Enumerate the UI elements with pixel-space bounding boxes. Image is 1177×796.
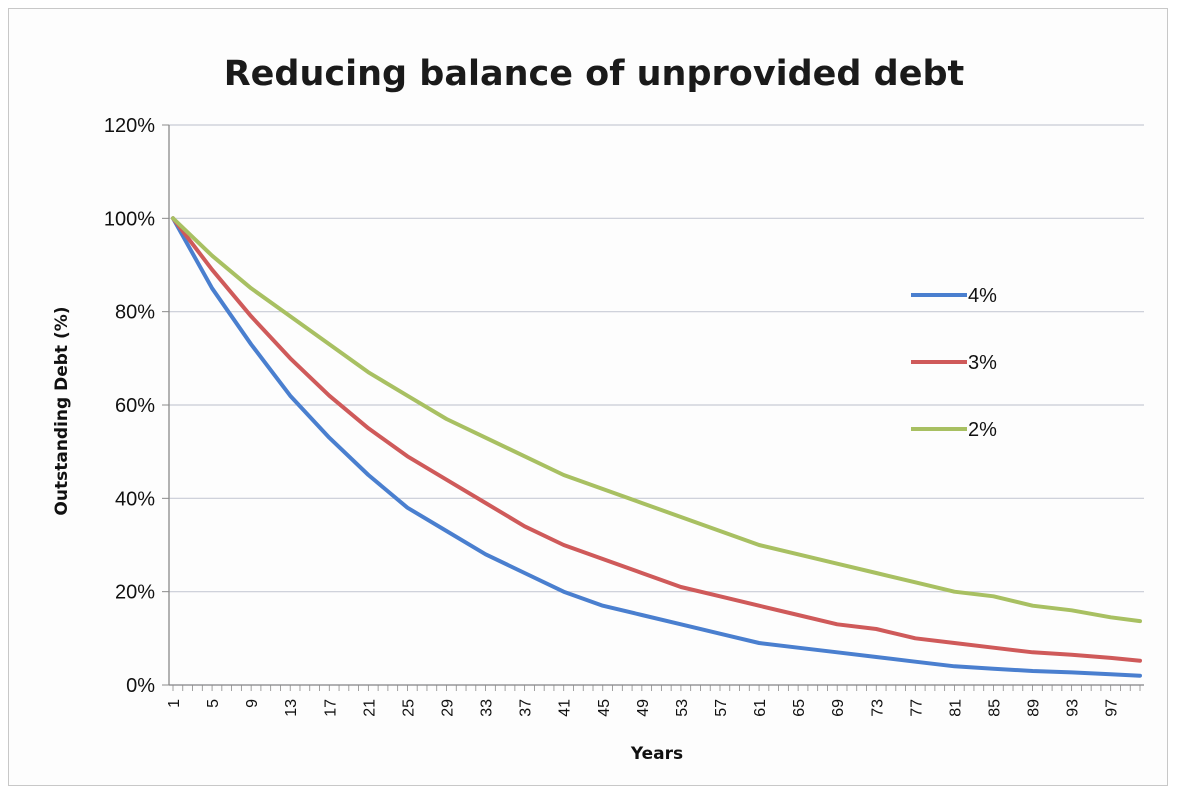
x-tick-label: 29 xyxy=(439,699,456,717)
x-tick-label: 49 xyxy=(635,699,652,717)
y-tick-label: 120% xyxy=(104,115,155,137)
legend-label: 3% xyxy=(968,352,997,374)
series-lines xyxy=(171,216,1142,678)
x-axis-label: Years xyxy=(630,744,683,764)
x-tick-label: 85 xyxy=(986,699,1003,717)
x-tick-label: 61 xyxy=(752,699,769,717)
x-tick-label: 73 xyxy=(869,699,886,717)
y-tick-label: 100% xyxy=(104,208,155,230)
x-tick-label: 57 xyxy=(713,699,730,717)
y-tick-label: 20% xyxy=(115,582,155,604)
x-tick-label: 13 xyxy=(283,699,300,717)
x-axis-ticks: 1 5 9 13 17 21 25 29 33 37 41 45 49 53 57 61 65 69 73 77 81 8… xyxy=(166,685,1141,717)
legend-label: 2% xyxy=(968,419,997,441)
x-tick-label: 17 xyxy=(322,699,339,717)
x-tick-label: 33 xyxy=(479,699,496,717)
x-tick-label: 53 xyxy=(674,699,691,717)
x-tick-label: 97 xyxy=(1104,699,1121,717)
y-tick-label: 0% xyxy=(126,675,155,697)
x-tick-label: 37 xyxy=(518,699,535,717)
chart-frame: Reducing balance of unprovided debt 0% 20… xyxy=(8,8,1168,786)
x-tick-label: 81 xyxy=(947,699,964,717)
legend-label: 4% xyxy=(968,285,997,307)
gridlines xyxy=(169,124,1144,686)
line-chart: Reducing balance of unprovided debt 0% 20… xyxy=(52,54,1144,764)
x-tick-label: 77 xyxy=(908,699,925,717)
x-tick-label: 65 xyxy=(791,699,808,717)
x-tick-label: 1 xyxy=(166,699,183,708)
x-tick-label: 69 xyxy=(830,699,847,717)
x-tick-label: 93 xyxy=(1065,699,1082,717)
x-tick-label: 21 xyxy=(361,699,378,717)
x-tick-label: 25 xyxy=(400,699,417,717)
legend: 4% 3% 2% xyxy=(911,285,997,441)
x-tick-label: 45 xyxy=(596,699,613,717)
series-line xyxy=(171,216,1142,678)
x-tick-label: 5 xyxy=(205,699,222,708)
axes xyxy=(168,125,1144,686)
chart-title: Reducing balance of unprovided debt xyxy=(224,54,965,94)
y-tick-label: 80% xyxy=(115,302,155,324)
x-tick-label: 9 xyxy=(244,699,261,708)
y-tick-label: 40% xyxy=(115,488,155,510)
y-axis-label: Outstanding Debt (%) xyxy=(52,306,72,515)
series-line xyxy=(171,216,1142,663)
series-line xyxy=(171,216,1142,624)
x-tick-label: 89 xyxy=(1026,699,1043,717)
y-tick-label: 60% xyxy=(115,395,155,417)
x-tick-label: 41 xyxy=(557,699,574,717)
y-axis-ticks: 0% 20% 40% 60% 80% 100% 120% xyxy=(104,115,169,697)
